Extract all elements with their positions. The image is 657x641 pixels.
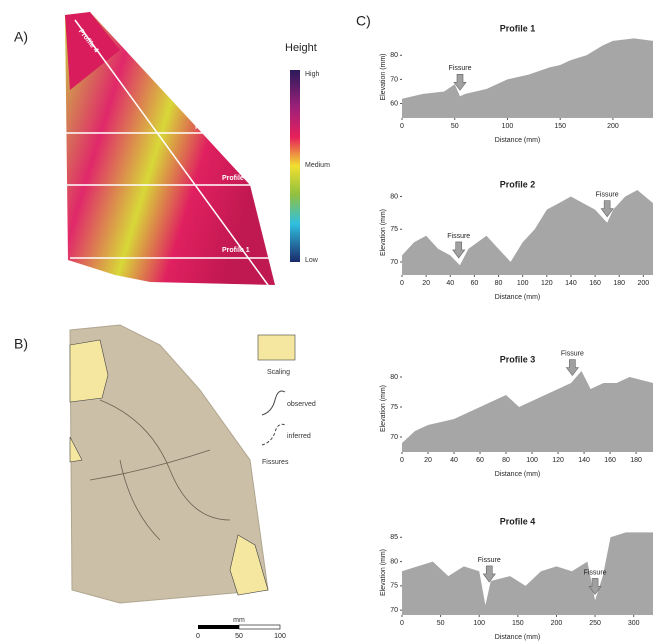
y-tick-label: 70: [390, 76, 398, 83]
legend-title: Height: [285, 42, 317, 54]
y-tick-label: 80: [390, 193, 398, 200]
x-tick-label: 180: [630, 457, 642, 464]
x-tick-label: 180: [613, 280, 625, 287]
legend-label: Scaling: [267, 369, 290, 376]
annotation: Fissure: [447, 233, 470, 240]
annotation: Fissure: [596, 192, 619, 199]
x-tick-label: 200: [551, 620, 563, 627]
y-axis-label: Elevation (mm): [380, 385, 387, 432]
color-bar: [290, 70, 300, 262]
annotation: Fissure: [584, 569, 607, 576]
chart-title: Profile 3: [500, 354, 536, 364]
y-tick-label: 60: [390, 100, 398, 107]
x-tick-label: 0: [400, 457, 404, 464]
x-tick-label: 60: [476, 457, 484, 464]
x-tick-label: 200: [607, 123, 619, 130]
annotation: Fissure: [478, 557, 501, 564]
x-tick-label: 160: [589, 280, 601, 287]
area: [402, 371, 653, 452]
x-tick-label: 120: [552, 457, 564, 464]
x-tick-label: 120: [541, 280, 553, 287]
y-tick-label: 70: [390, 259, 398, 266]
x-axis-label: Distance (mm): [495, 471, 541, 478]
y-tick-label: 80: [390, 558, 398, 565]
annotation: Fissure: [449, 65, 472, 72]
fissure-arrow: [483, 566, 495, 582]
chart-title: Profile 2: [500, 179, 536, 189]
x-tick-label: 250: [589, 620, 601, 627]
y-axis-label: Elevation (mm): [380, 549, 387, 596]
map-profile-label: Profile 3: [195, 124, 223, 131]
y-tick-label: 75: [390, 583, 398, 590]
x-tick-label: 140: [578, 457, 590, 464]
x-tick-label: 80: [495, 280, 503, 287]
chart-title: Profile 4: [500, 516, 536, 526]
y-tick-label: 80: [390, 52, 398, 59]
map-profile-label: Profile 2: [222, 175, 250, 182]
x-tick-label: 200: [638, 280, 650, 287]
observed-symbol: [262, 391, 285, 415]
x-tick-label: 50: [451, 123, 459, 130]
x-tick-label: 20: [422, 280, 430, 287]
map-profile-label: Profile 1: [222, 247, 250, 254]
legend-label: observed: [287, 401, 316, 408]
x-tick-label: 0: [400, 280, 404, 287]
legend-label: Medium: [305, 162, 330, 169]
scale-tick-label: 0: [196, 633, 200, 640]
panel-label: A): [14, 29, 28, 45]
y-tick-label: 70: [390, 607, 398, 614]
fissure-arrow: [453, 242, 465, 258]
area: [402, 532, 653, 615]
area: [402, 38, 653, 118]
x-tick-label: 140: [565, 280, 577, 287]
y-tick-label: 80: [390, 374, 398, 381]
x-tick-label: 40: [450, 457, 458, 464]
legend-label: Low: [305, 257, 319, 264]
x-axis-label: Distance (mm): [495, 137, 541, 144]
x-tick-label: 150: [554, 123, 566, 130]
scale-unit: mm: [233, 617, 245, 624]
legend-label: inferred: [287, 433, 311, 440]
y-axis-label: Elevation (mm): [380, 53, 387, 100]
x-tick-label: 100: [502, 123, 514, 130]
inferred-symbol: [262, 424, 285, 445]
scale-bar: [198, 625, 239, 629]
scale-tick-label: 100: [274, 633, 286, 640]
chart-title: Profile 1: [500, 23, 536, 33]
legend-label: High: [305, 71, 320, 78]
x-tick-label: 20: [424, 457, 432, 464]
x-tick-label: 100: [517, 280, 529, 287]
scaling-swatch: [258, 335, 295, 360]
legend-label: Fissures: [262, 459, 289, 466]
x-tick-label: 40: [446, 280, 454, 287]
fissure-arrow: [566, 360, 578, 376]
x-tick-label: 100: [473, 620, 485, 627]
y-tick-label: 85: [390, 534, 398, 541]
x-tick-label: 0: [400, 123, 404, 130]
y-tick-label: 70: [390, 434, 398, 441]
figure: A) B) C) Profile 1 Profile 2 Profile 3 P…: [0, 0, 657, 641]
x-tick-label: 60: [471, 280, 479, 287]
scale-tick-label: 50: [235, 633, 243, 640]
x-axis-label: Distance (mm): [495, 294, 541, 301]
x-axis-label: Distance (mm): [495, 634, 541, 641]
x-tick-label: 300: [628, 620, 640, 627]
y-tick-label: 75: [390, 404, 398, 411]
scale-bar: [239, 625, 280, 629]
x-tick-label: 160: [604, 457, 616, 464]
x-tick-label: 100: [526, 457, 538, 464]
area: [402, 190, 653, 275]
x-tick-label: 150: [512, 620, 524, 627]
panel-label: C): [356, 13, 371, 29]
annotation: Fissure: [561, 350, 584, 357]
panel-label: B): [14, 336, 28, 352]
y-tick-label: 75: [390, 226, 398, 233]
x-tick-label: 80: [502, 457, 510, 464]
x-tick-label: 0: [400, 620, 404, 627]
x-tick-label: 50: [437, 620, 445, 627]
y-axis-label: Elevation (mm): [380, 209, 387, 256]
